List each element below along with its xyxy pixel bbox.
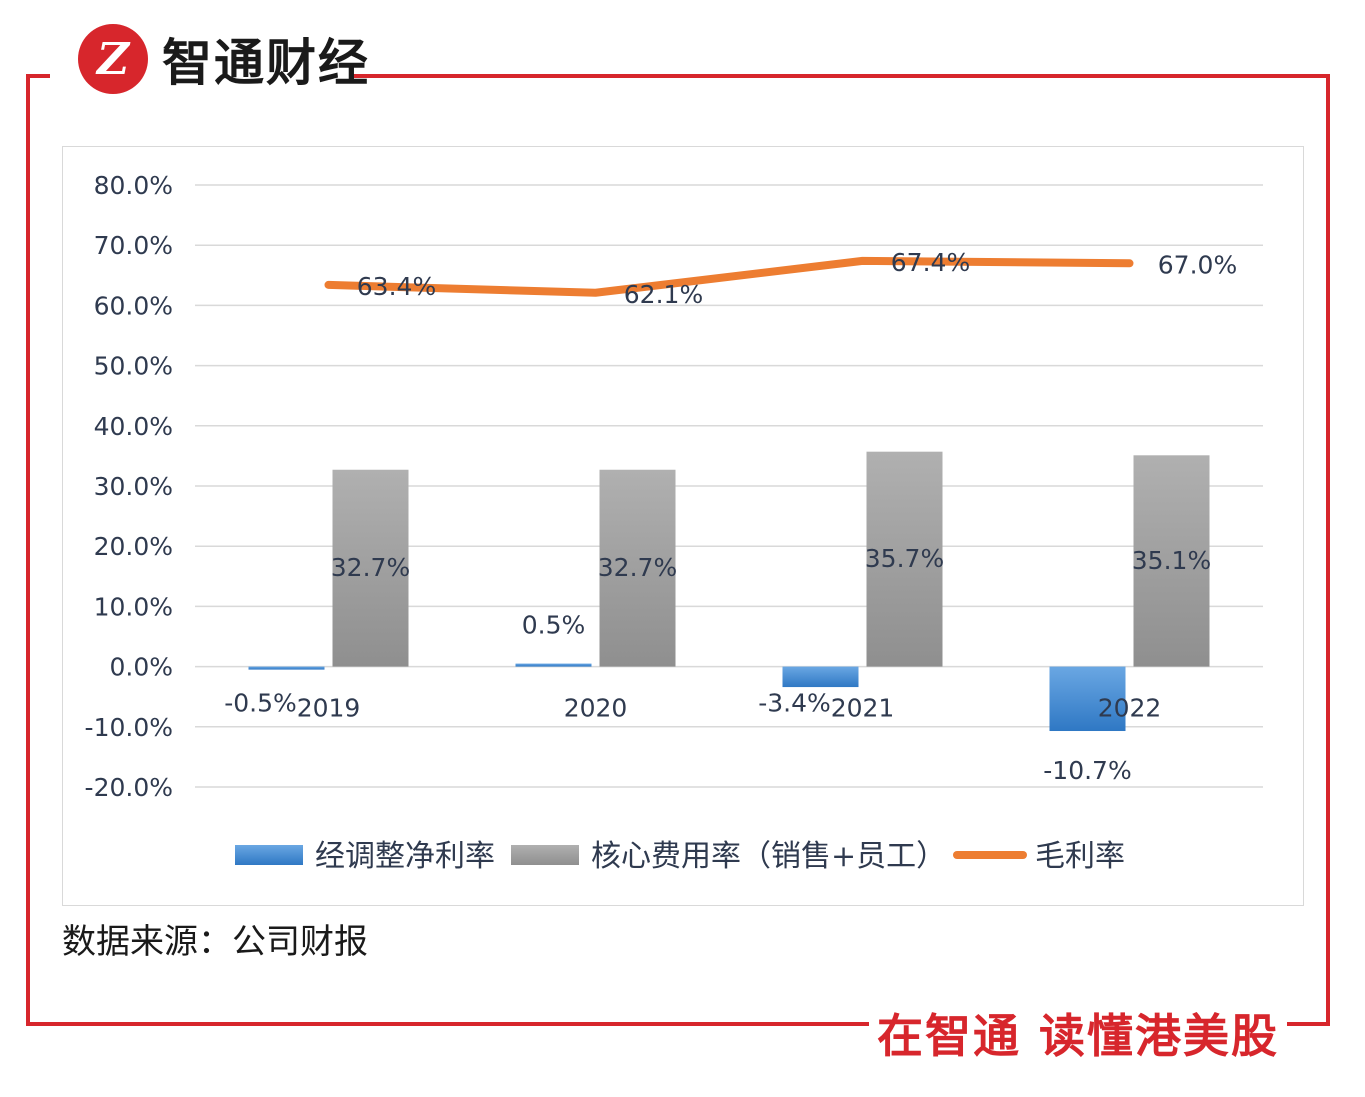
data-label-core-expense: 35.1%	[1132, 546, 1211, 575]
data-label-core-expense: 32.7%	[598, 553, 677, 582]
legend-swatch-core-expense	[511, 845, 579, 865]
chart-svg: -20.0% -10.0% 0.0% 10.0% 20.0% 30.0% 40.0% 50.0…	[85, 171, 1263, 874]
y-tick-label: 20.0%	[94, 532, 173, 561]
brand-slogan: 在智通 读懂港美股	[868, 1000, 1287, 1066]
bar-core-expense	[1133, 455, 1210, 667]
frame-right	[1326, 74, 1330, 1026]
data-label-net-margin: 0.5%	[522, 611, 586, 640]
data-label-core-expense: 35.7%	[865, 544, 944, 573]
frame-bottom	[26, 1022, 1330, 1026]
data-label-net-margin: -10.7%	[1043, 756, 1131, 785]
bar-net-margin	[248, 666, 325, 670]
data-label-gross-margin: 63.4%	[357, 272, 436, 301]
y-tick-label: 50.0%	[94, 352, 173, 381]
frame-top-right	[350, 74, 1330, 78]
bar-net-margin	[782, 666, 859, 688]
bar-core-expense	[332, 469, 409, 667]
y-tick-label: 60.0%	[94, 291, 173, 320]
x-tick-label: 2019	[297, 694, 361, 723]
data-label-gross-margin: 67.4%	[891, 248, 970, 277]
x-tick-label: 2020	[564, 694, 628, 723]
y-tick-label: 70.0%	[94, 231, 173, 260]
source-note: 数据来源：公司财报	[62, 922, 368, 962]
data-label-net-margin: -3.4%	[758, 689, 831, 718]
line-gross-margin	[324, 256, 1134, 297]
bar-net-margin	[515, 663, 592, 667]
x-tick-label: 2022	[1098, 694, 1162, 723]
data-label-core-expense: 32.7%	[331, 553, 410, 582]
frame-top-left	[26, 74, 50, 78]
legend-swatch-net-margin	[235, 845, 303, 865]
y-tick-label: 0.0%	[109, 653, 173, 682]
bar-core-expense	[866, 451, 943, 667]
y-tick-label: 40.0%	[94, 412, 173, 441]
legend-label-net-margin: 经调整净利率	[315, 839, 495, 874]
y-tick-label: 10.0%	[94, 592, 173, 621]
bar-core-expense	[599, 469, 676, 667]
frame-left	[26, 74, 30, 1026]
data-label-gross-margin: 62.1%	[624, 280, 703, 309]
data-label-gross-margin: 67.0%	[1158, 250, 1237, 279]
y-tick-label: 30.0%	[94, 472, 173, 501]
legend-label-core-expense: 核心费用率（销售+员工）	[591, 839, 946, 874]
brand-name: 智通财经	[162, 34, 370, 92]
x-tick-label: 2021	[831, 694, 895, 723]
bar-net-margin	[1049, 666, 1126, 732]
y-tick-label: -10.0%	[85, 713, 173, 742]
y-tick-label: -20.0%	[85, 773, 173, 802]
brand-logo-icon: Z	[78, 24, 148, 94]
brand-logo-letter: Z	[95, 34, 131, 85]
y-tick-label: 80.0%	[94, 171, 173, 200]
legend-label-gross-margin: 毛利率	[1035, 839, 1125, 874]
data-label-net-margin: -0.5%	[224, 689, 297, 718]
chart-area: -20.0% -10.0% 0.0% 10.0% 20.0% 30.0% 40.0% 50.0…	[62, 146, 1304, 906]
